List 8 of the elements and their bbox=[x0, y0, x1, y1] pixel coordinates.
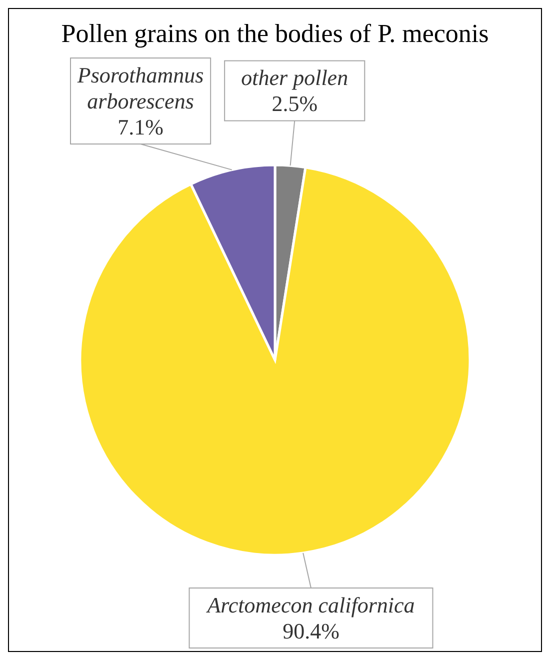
chart-title: Pollen grains on the bodies of P. meconis bbox=[61, 19, 489, 48]
data-label: 2.5% bbox=[272, 91, 318, 116]
slice-label: other pollen bbox=[241, 65, 348, 90]
pie-slice bbox=[78, 166, 472, 556]
data-label: 90.4% bbox=[282, 618, 340, 644]
slice-label: Arctomecon californica bbox=[205, 592, 415, 618]
slice-label: Psorothamnus arborescens bbox=[76, 62, 204, 114]
data-label: 7.1% bbox=[118, 114, 164, 140]
